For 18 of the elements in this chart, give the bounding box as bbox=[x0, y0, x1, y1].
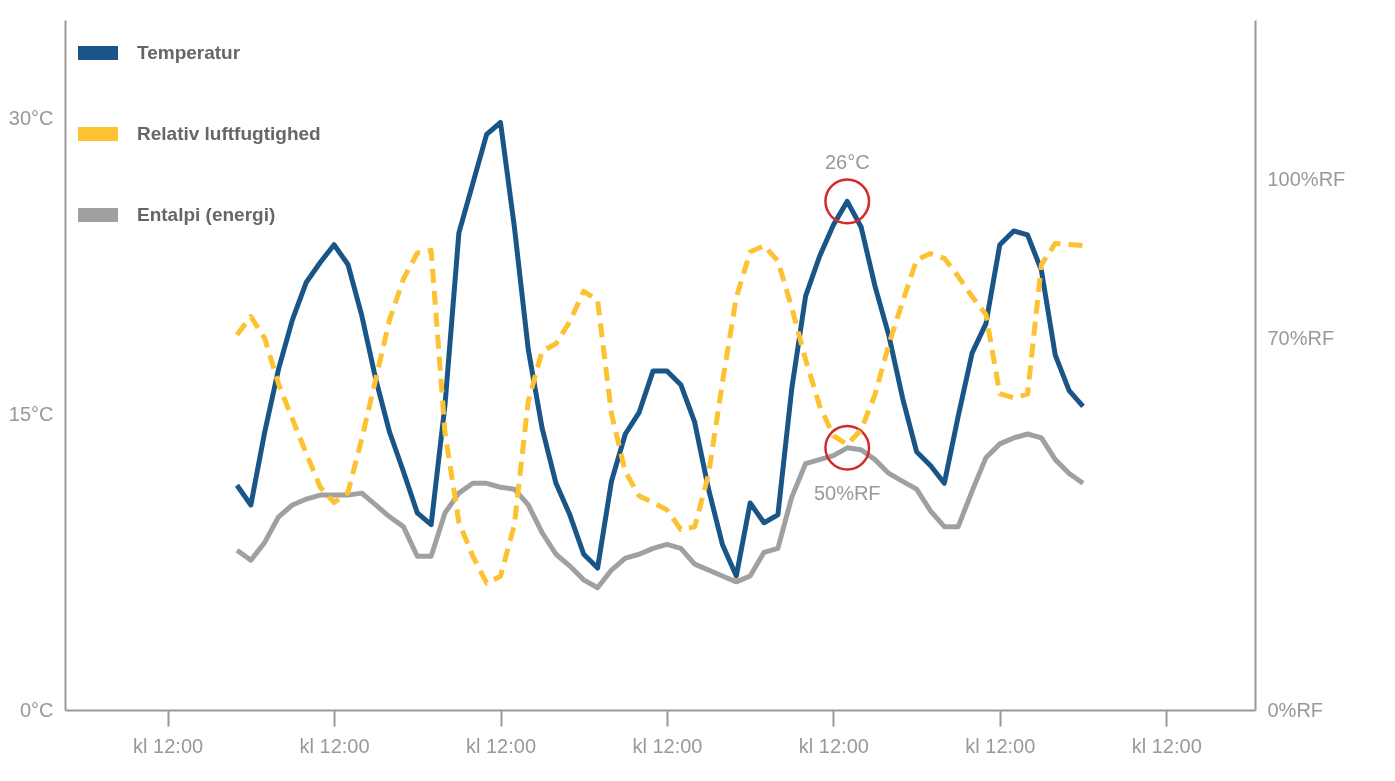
x-tick-label: kl 12:00 bbox=[1131, 734, 1202, 757]
legend-label: Relativ luftfugtighed bbox=[137, 123, 321, 144]
legend-label: Temperatur bbox=[137, 42, 241, 63]
y2-tick-label: 70%RF bbox=[1267, 326, 1335, 349]
x-tick-label: kl 12:00 bbox=[465, 734, 537, 757]
annotation: 26°C bbox=[824, 151, 870, 174]
y-tick-label: 0°C bbox=[19, 698, 54, 721]
annotation: 50%RF bbox=[813, 481, 881, 504]
x-tick-label: kl 12:00 bbox=[133, 734, 204, 757]
y2-tick-label: 0%RF bbox=[1267, 698, 1324, 721]
x-tick-label: kl 12:00 bbox=[299, 734, 370, 757]
legend-label: Entalpi (energi) bbox=[137, 204, 276, 225]
y-tick-label: 30°C bbox=[8, 107, 54, 130]
y2-tick-label: 100%RF bbox=[1267, 167, 1346, 190]
x-tick-label: kl 12:00 bbox=[632, 734, 703, 757]
x-tick-label: kl 12:00 bbox=[798, 734, 869, 757]
y-tick-label: 15°C bbox=[8, 402, 54, 425]
x-tick-label: kl 12:00 bbox=[965, 734, 1036, 757]
